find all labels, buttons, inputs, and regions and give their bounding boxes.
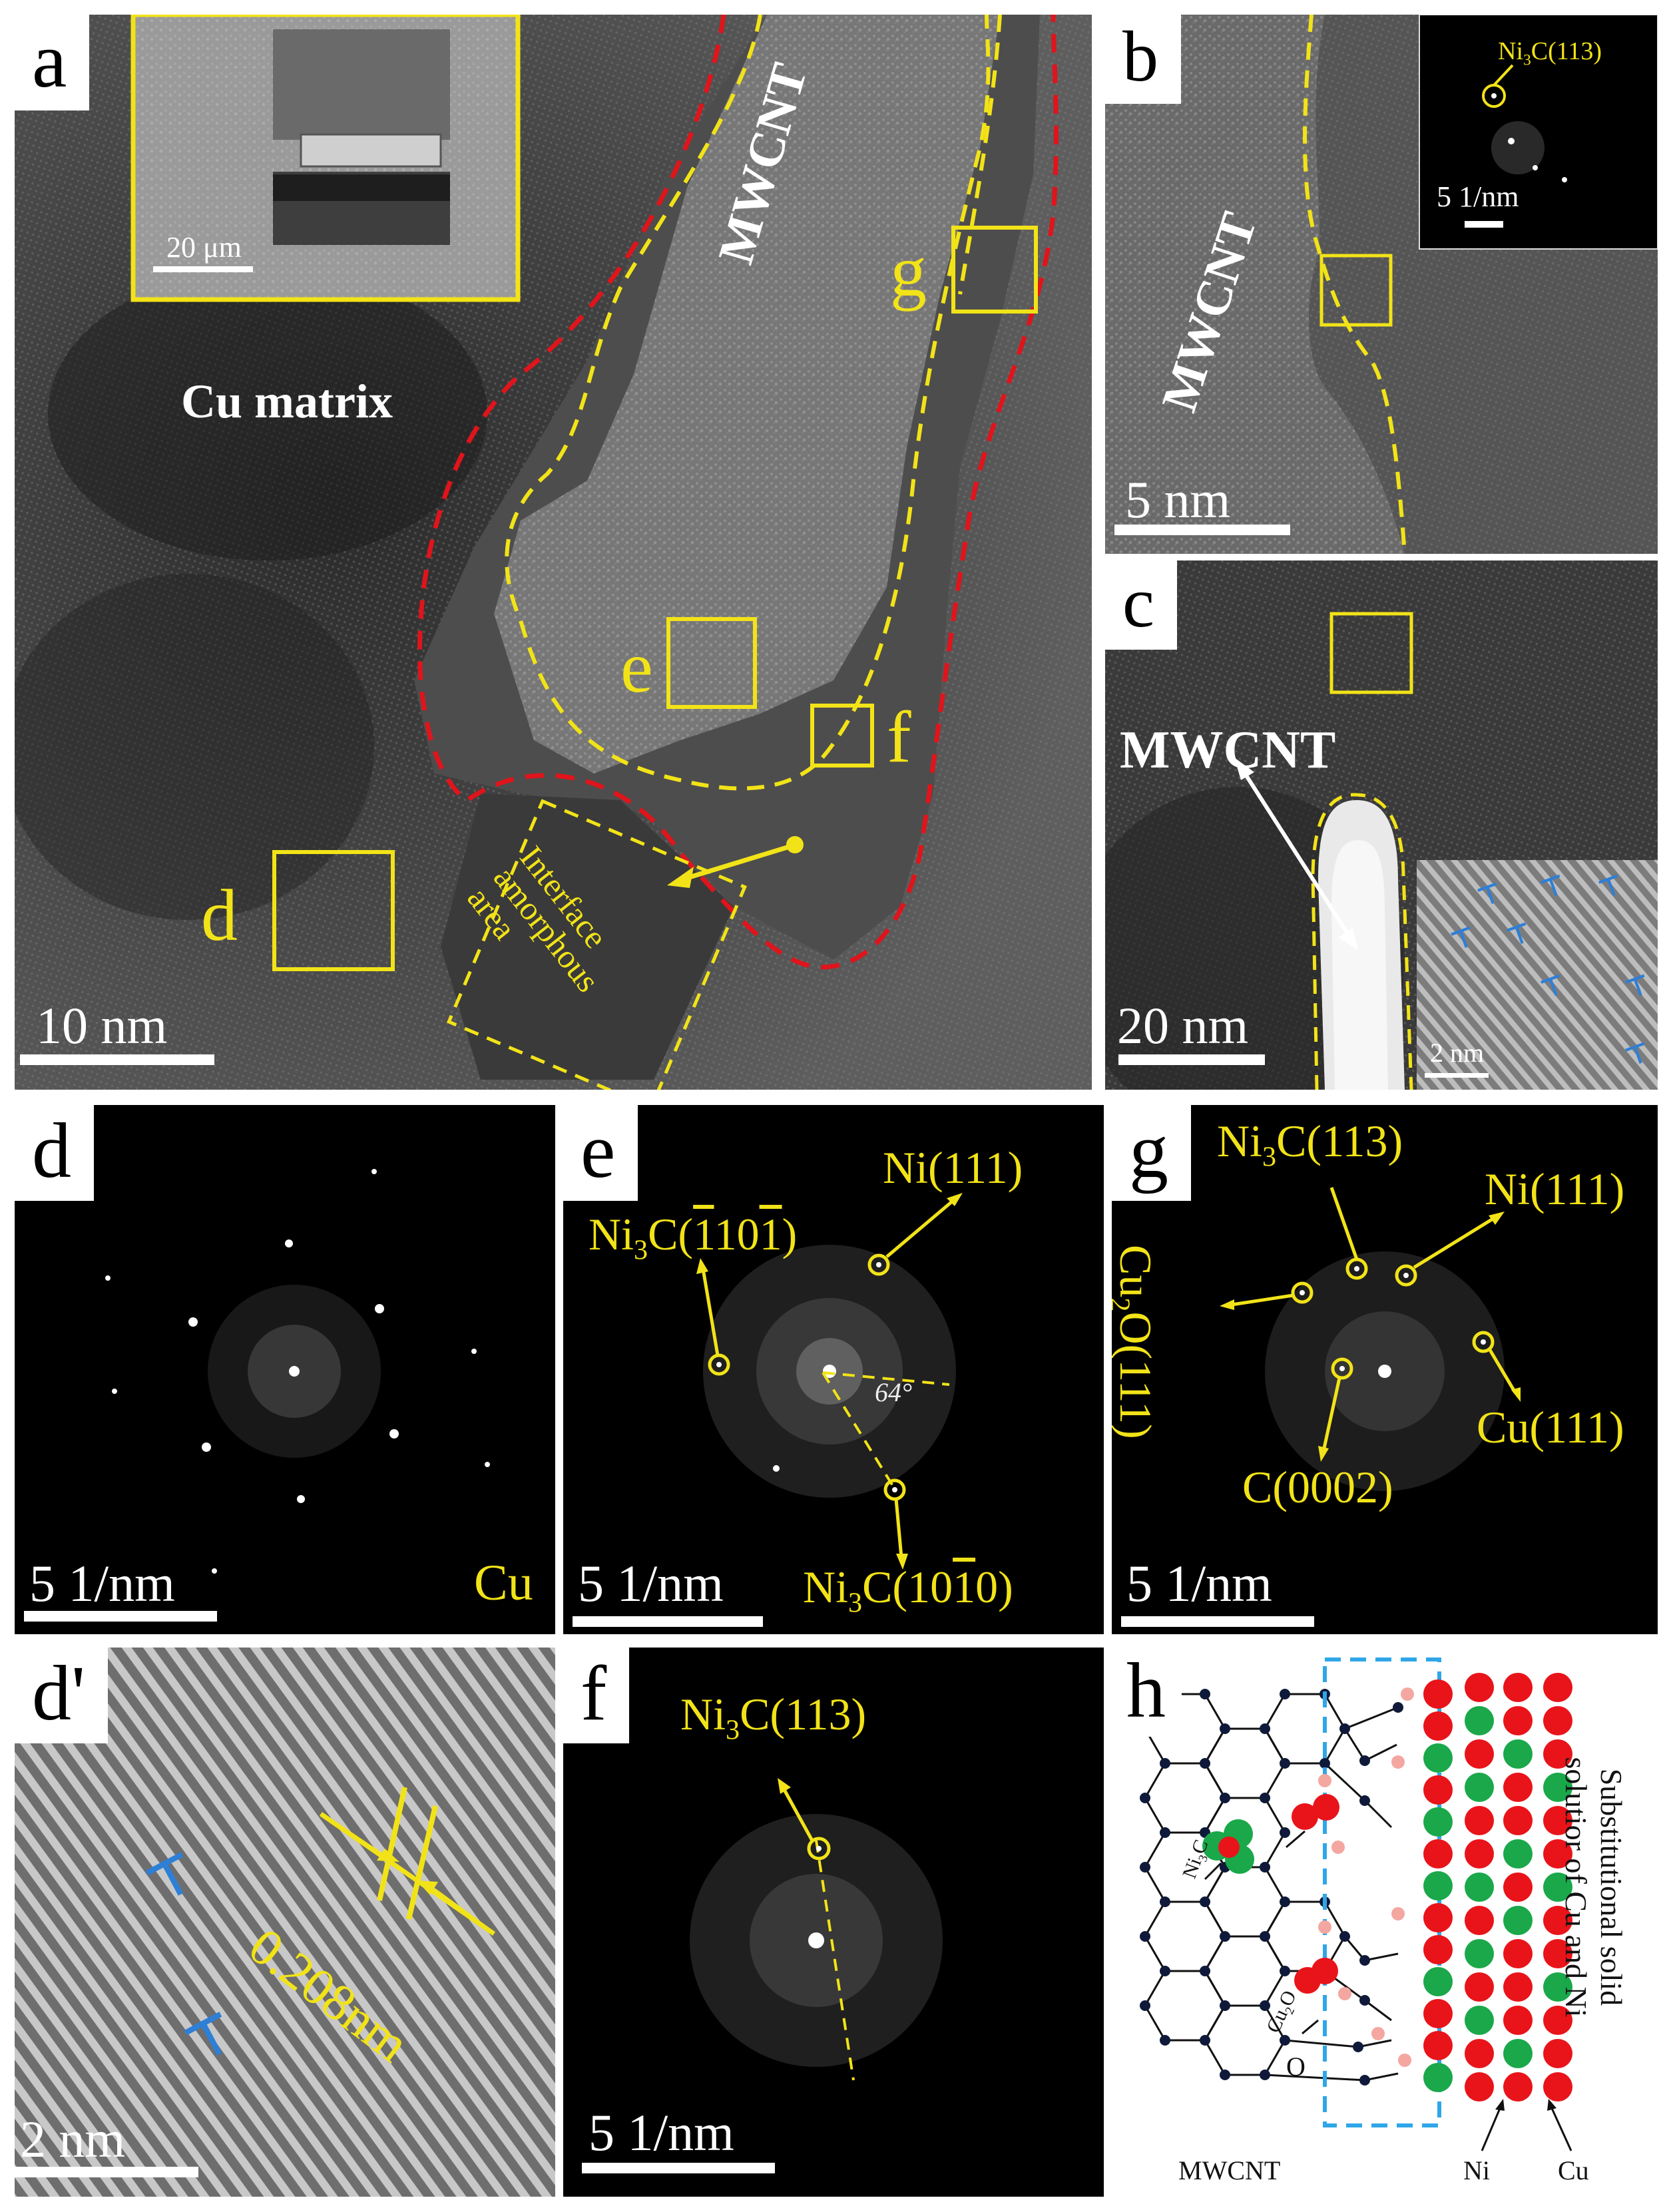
panel-letter-g: g (1112, 1105, 1191, 1201)
panel-letter-a: a (15, 15, 90, 111)
box-label-f: f (887, 696, 911, 777)
element-label-d: Cu (474, 1555, 533, 1611)
panel-b-hrtem: b Ni3C(113) 5 1/nm MWCNT 5 nm (1105, 15, 1658, 554)
label-ni3c-113-f: Ni3C(113) (680, 1689, 867, 1746)
panel-a-hrtem: a 20 μm Cu matrix MWCNT g e f d Interfac… (15, 15, 1092, 1090)
ni-label-h: Ni (1463, 2155, 1490, 2185)
panel-letter-dprime: d' (15, 1648, 109, 1743)
panel-d-fft: d Cu 5 1/nm (15, 1105, 555, 1634)
diffraction-spots (105, 1169, 490, 1574)
label-ni3c-113-g: Ni3C(113) (1217, 1116, 1403, 1173)
box-label-g: g (890, 230, 927, 312)
panel-h-schematic: h Substitutional solid solutior of Cu an… (1112, 1648, 1658, 2197)
scale-label-dprime: 2 nm (20, 2110, 126, 2168)
label-ni111-e: Ni(111) (883, 1142, 1023, 1193)
interface-region-box (446, 799, 747, 1090)
panel-letter-e: e (563, 1105, 638, 1201)
box-g (951, 226, 1038, 314)
panel-c-hrtem: c MWCNT 2 nm ⊤ ⊤ ⊤ ⊤ ⊤ ⊤ ⊤ ⊤ 20 nm (1105, 560, 1658, 1090)
label-cu111-g: Cu(111) (1477, 1402, 1624, 1452)
scale-label-f: 5 1/nm (589, 2103, 734, 2161)
sem-inset-frame (130, 15, 521, 302)
mwcnt-label-c: MWCNT (1120, 721, 1336, 779)
mwcnt-label-h: MWCNT (1178, 2155, 1281, 2185)
panel-letter-d: d (15, 1105, 94, 1201)
panel-dprime-ifft: d' ⊤ ⊤ 0.208nm 2 nm (15, 1648, 555, 2197)
oxygen-label-h: O (1286, 2052, 1306, 2082)
panel-e-fft: e Ni(111) Ni3C(1101) 64° Ni3C(1010) 5 1/… (563, 1105, 1104, 1634)
scale-label-d: 5 1/nm (29, 1554, 175, 1612)
cu-label-h: Cu (1558, 2155, 1589, 2185)
label-cu2o-g: Cu2O(111) (1112, 1245, 1161, 1439)
scale-label-b: 5 nm (1125, 471, 1231, 529)
scale-label-a: 10 nm (36, 996, 168, 1054)
ifft-inset-c (1417, 860, 1658, 1090)
box-e (666, 617, 757, 709)
scale-label-e: 5 1/nm (578, 1554, 724, 1612)
solid-solution-lattice (1423, 1673, 1572, 2101)
mwcnt-arrow-c (1243, 772, 1352, 939)
scale-bar-b (1114, 525, 1290, 535)
inset-scale-label-c: 2 nm (1430, 1038, 1485, 1068)
panel-letter-h: h (1112, 1648, 1182, 1737)
interface-line-b (1303, 15, 1407, 554)
inset-scale-bar (153, 266, 253, 272)
panel-a-image (15, 15, 1092, 1090)
box-label-d: d (201, 875, 238, 956)
box-d (272, 850, 395, 971)
spot-circles-g (1291, 1257, 1495, 1380)
tube-outline-c (1311, 793, 1413, 1090)
label-c0002-g: C(0002) (1242, 1462, 1393, 1512)
panel-letter-f: f (563, 1648, 630, 1743)
yellow-boundary-inner (505, 15, 991, 791)
panel-g-fft: g Ni3C(113) Ni(111) Cu2O(111) Cu(111) C(… (1112, 1105, 1658, 1634)
angle-label-e: 64° (875, 1377, 912, 1407)
scale-bar-c (1118, 1054, 1265, 1065)
cu-matrix-label: Cu matrix (181, 375, 393, 428)
panel-letter-b: b (1105, 15, 1181, 104)
label-ni3c-1101-e: Ni3C(1101) (589, 1209, 798, 1266)
oxygen-atoms (1318, 1687, 1414, 2067)
solid-solution-caption: Substitutional solid solutior of Cu and … (1559, 1757, 1628, 2018)
box-b (1319, 254, 1393, 327)
spot-circles-e (708, 1253, 906, 1501)
panel-f-fft: f Ni3C(113) 5 1/nm (563, 1648, 1104, 2197)
scale-bar-d (24, 1611, 217, 1622)
inset-scale-label: 20 μm (166, 231, 242, 264)
label-ni3c-1010-e: Ni3C(1010) (803, 1562, 1013, 1619)
fft-scale-label-b: 5 1/nm (1437, 180, 1519, 213)
scale-bar-a (20, 1054, 214, 1065)
label-ni111-g: Ni(111) (1485, 1164, 1625, 1214)
panel-letter-c: c (1105, 560, 1177, 650)
interface-box-h (1323, 1658, 1441, 2127)
box-f (810, 704, 874, 768)
scale-label-g: 5 1/nm (1126, 1554, 1272, 1612)
box-c (1329, 612, 1413, 694)
box-label-e: e (620, 626, 653, 708)
fft-label-b: Ni3C(113) (1498, 37, 1602, 69)
scale-label-c: 20 nm (1117, 996, 1249, 1054)
interface-arrow (679, 843, 795, 883)
